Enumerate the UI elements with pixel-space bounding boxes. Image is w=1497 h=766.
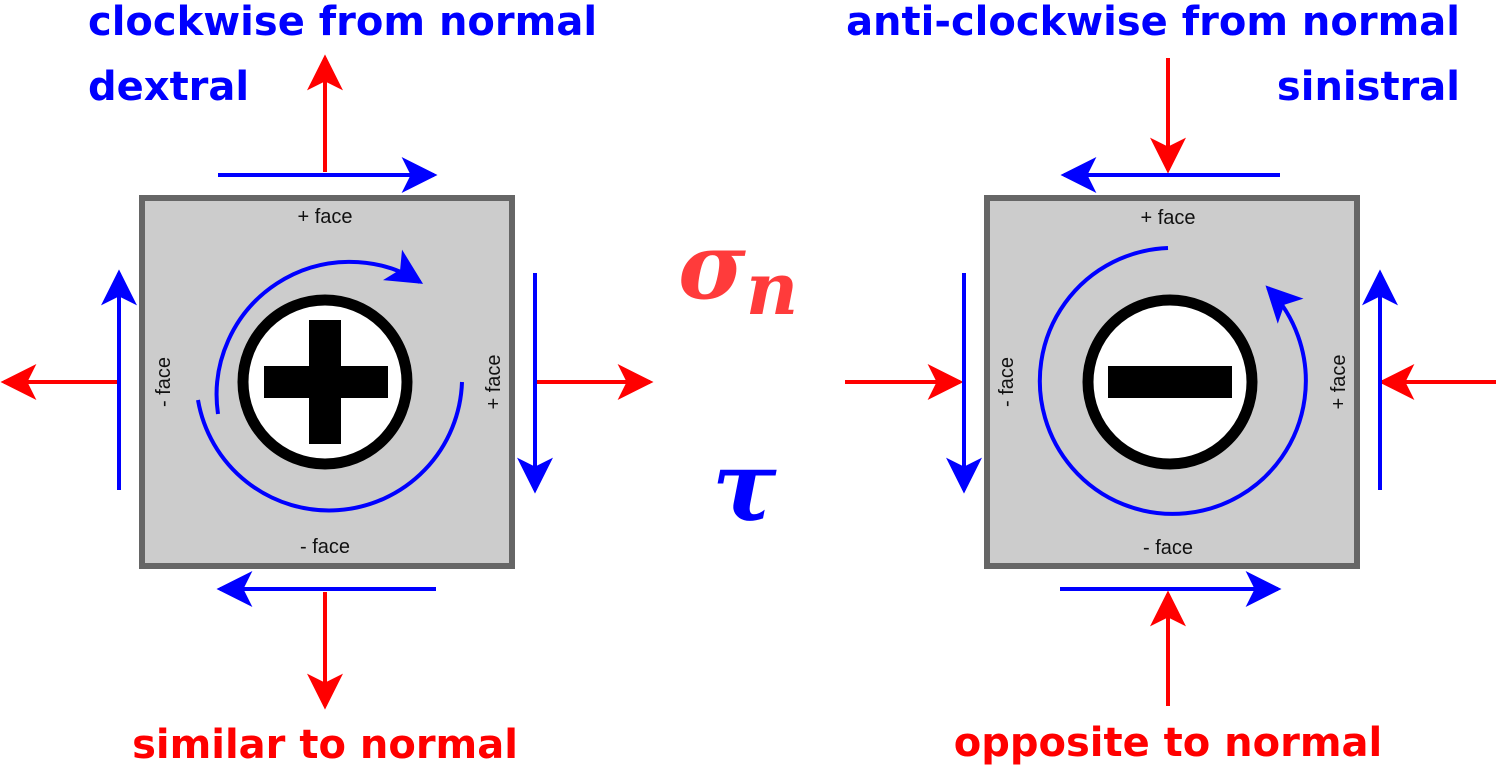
right-face-label-right: + face [1328,354,1350,409]
right-panel: anti-clockwise from normal sinistral + f… [845,0,1496,766]
left-title-line1: clockwise from normal [88,0,597,45]
plus-icon [237,294,413,470]
sigma-symbol: σ [678,212,746,320]
left-face-label-top: + face [297,206,352,228]
right-face-label-bottom: - face [1143,537,1193,559]
left-face-label-right: + face [483,354,505,409]
right-face-label-left: - face [996,357,1018,407]
sigma-n-symbol: σn [678,212,798,331]
left-rotation-arrow-upper [214,249,424,415]
left-rotation-arrow-lower [196,381,464,513]
left-bottom-label: similar to normal [132,722,518,766]
right-title-line1: anti-clockwise from normal [846,0,1460,45]
center-symbols: σn τ [678,212,798,543]
right-face-label-top: + face [1140,207,1195,229]
left-panel: clockwise from normal dextral + face - f… [0,0,654,766]
tau-symbol: τ [712,430,777,543]
right-bottom-label: opposite to normal [954,720,1383,766]
left-face-label-left: - face [153,357,175,407]
right-rotation-arrow [1037,246,1308,516]
sigma-subscript: n [746,246,798,331]
right-title-line2: sinistral [1277,64,1460,110]
minus-icon [1082,294,1258,470]
left-title-line2: dextral [88,64,249,110]
left-face-label-bottom: - face [300,536,350,558]
